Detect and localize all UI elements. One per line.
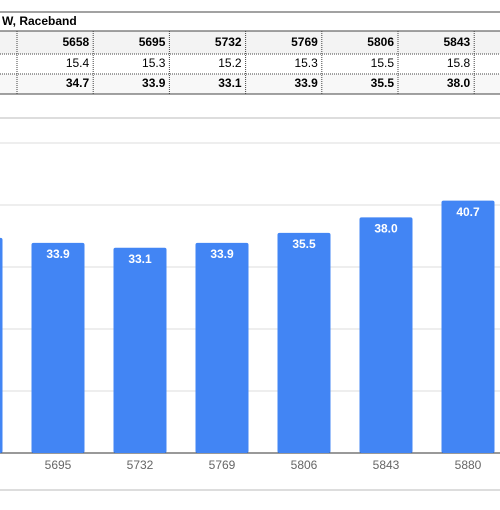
data-label: 40.7 bbox=[456, 205, 480, 219]
cell: 38.0 bbox=[447, 76, 471, 90]
cell: 15.3 bbox=[142, 56, 166, 70]
x-tick-label: 5843 bbox=[373, 458, 400, 472]
cell: 15.3 bbox=[294, 56, 318, 70]
cell: 15.8 bbox=[447, 56, 471, 70]
bar bbox=[195, 242, 249, 453]
bar bbox=[359, 217, 413, 453]
header-cell: 5769 bbox=[291, 35, 318, 49]
cell: 34.7 bbox=[66, 76, 90, 90]
bar bbox=[113, 247, 167, 453]
x-tick-label: 5806 bbox=[291, 458, 318, 472]
cell: 15.2 bbox=[218, 56, 242, 70]
bar bbox=[277, 232, 331, 453]
data-label: 33.9 bbox=[46, 247, 70, 261]
data-label: 33.1 bbox=[128, 252, 152, 266]
x-tick-label: 5695 bbox=[45, 458, 72, 472]
cell: 15.5 bbox=[371, 56, 395, 70]
row-bg bbox=[0, 74, 500, 94]
header-bg bbox=[0, 31, 500, 54]
cell: 33.9 bbox=[294, 76, 318, 90]
header-cell: 5843 bbox=[443, 35, 470, 49]
header-cell: 5695 bbox=[139, 35, 166, 49]
header-cell: 5658 bbox=[62, 35, 89, 49]
cell: 15.4 bbox=[66, 56, 90, 70]
data-label: 33.9 bbox=[210, 247, 234, 261]
bar bbox=[0, 237, 3, 453]
data-label: 35.5 bbox=[292, 237, 316, 251]
x-tick-label: 5732 bbox=[127, 458, 154, 472]
bar bbox=[441, 200, 495, 453]
cell: 33.1 bbox=[218, 76, 242, 90]
header-cell: 5806 bbox=[367, 35, 394, 49]
table-title: W, Raceband bbox=[2, 14, 77, 28]
header-cell: 5732 bbox=[215, 35, 242, 49]
data-label: 38.0 bbox=[374, 222, 398, 236]
x-tick-label: 5769 bbox=[209, 458, 236, 472]
cell: 35.5 bbox=[371, 76, 395, 90]
bar bbox=[31, 242, 85, 453]
x-tick-label: 5880 bbox=[455, 458, 482, 472]
cell: 33.9 bbox=[142, 76, 166, 90]
